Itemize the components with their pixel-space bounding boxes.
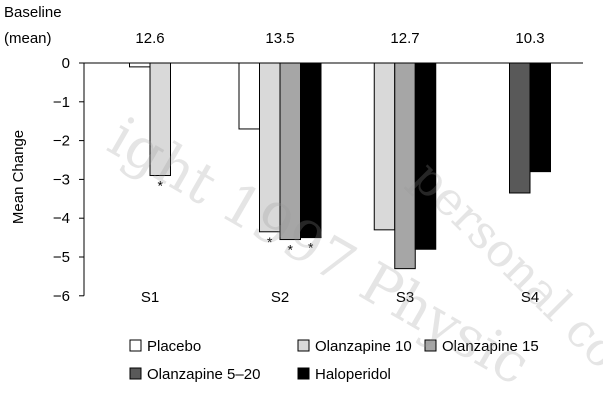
legend-swatch	[130, 368, 141, 379]
legend: Placebo Olanzapine 10 Olanzapine 15 Olanzap…	[130, 338, 539, 383]
legend-swatch	[425, 340, 436, 351]
baseline-value-s3: 12.7	[390, 30, 419, 47]
baseline-value-s1: 12.6	[135, 30, 164, 47]
bar-s3-olanzapine-15	[395, 63, 416, 269]
bars: * * * *	[130, 63, 551, 269]
category-label-s1: S1	[141, 289, 159, 306]
bar-s1-olanzapine-10	[150, 63, 171, 176]
y-tick-label: −4	[53, 210, 70, 227]
baseline-header-sublabel: (mean)	[4, 30, 52, 47]
significance-marker: *	[288, 242, 294, 258]
bar-s1-placebo	[130, 63, 151, 67]
category-label-s4: S4	[521, 289, 539, 306]
legend-swatch	[298, 340, 309, 351]
bar-s4-olanzapine-5-20	[510, 63, 531, 193]
baseline-value-s2: 13.5	[265, 30, 294, 47]
legend-label: Olanzapine 10	[315, 338, 412, 355]
bar-s2-olanzapine-10	[260, 63, 281, 232]
bar-s2-haloperidol	[301, 63, 322, 238]
y-tick-label: −1	[53, 94, 70, 111]
y-tick-label: −2	[53, 133, 70, 150]
significance-marker: *	[308, 240, 314, 256]
significance-marker: *	[267, 234, 273, 250]
y-tick-label: −5	[53, 249, 70, 266]
category-label-s3: S3	[396, 289, 414, 306]
legend-label: Haloperidol	[315, 366, 391, 383]
category-label-s2: S2	[271, 289, 289, 306]
bar-s2-placebo	[239, 63, 260, 129]
legend-swatch	[298, 368, 309, 379]
legend-label: Olanzapine 15	[442, 338, 539, 355]
bar-chart: Baseline (mean) 12.6 13.5 12.7 10.3 0 −1 −2 −3 −4…	[0, 0, 603, 387]
bar-s3-haloperidol	[415, 63, 436, 249]
y-tick-label: −6	[53, 288, 70, 305]
bar-s2-olanzapine-15	[280, 63, 301, 240]
bar-s3-olanzapine-10	[374, 63, 395, 230]
category-labels: S1 S2 S3 S4	[141, 289, 539, 306]
y-axis-title: Mean Change	[10, 130, 27, 224]
significance-marker: *	[158, 178, 164, 194]
legend-label: Olanzapine 5–20	[147, 366, 260, 383]
baseline-value-s4: 10.3	[515, 30, 544, 47]
baseline-header-label: Baseline	[4, 4, 62, 21]
legend-label: Placebo	[147, 338, 201, 355]
y-tick-label: −3	[53, 171, 70, 188]
legend-swatch	[130, 340, 141, 351]
baseline-header: Baseline (mean) 12.6 13.5 12.7 10.3	[4, 4, 545, 47]
y-tick-label: 0	[62, 55, 70, 72]
bar-s4-haloperidol	[530, 63, 551, 172]
